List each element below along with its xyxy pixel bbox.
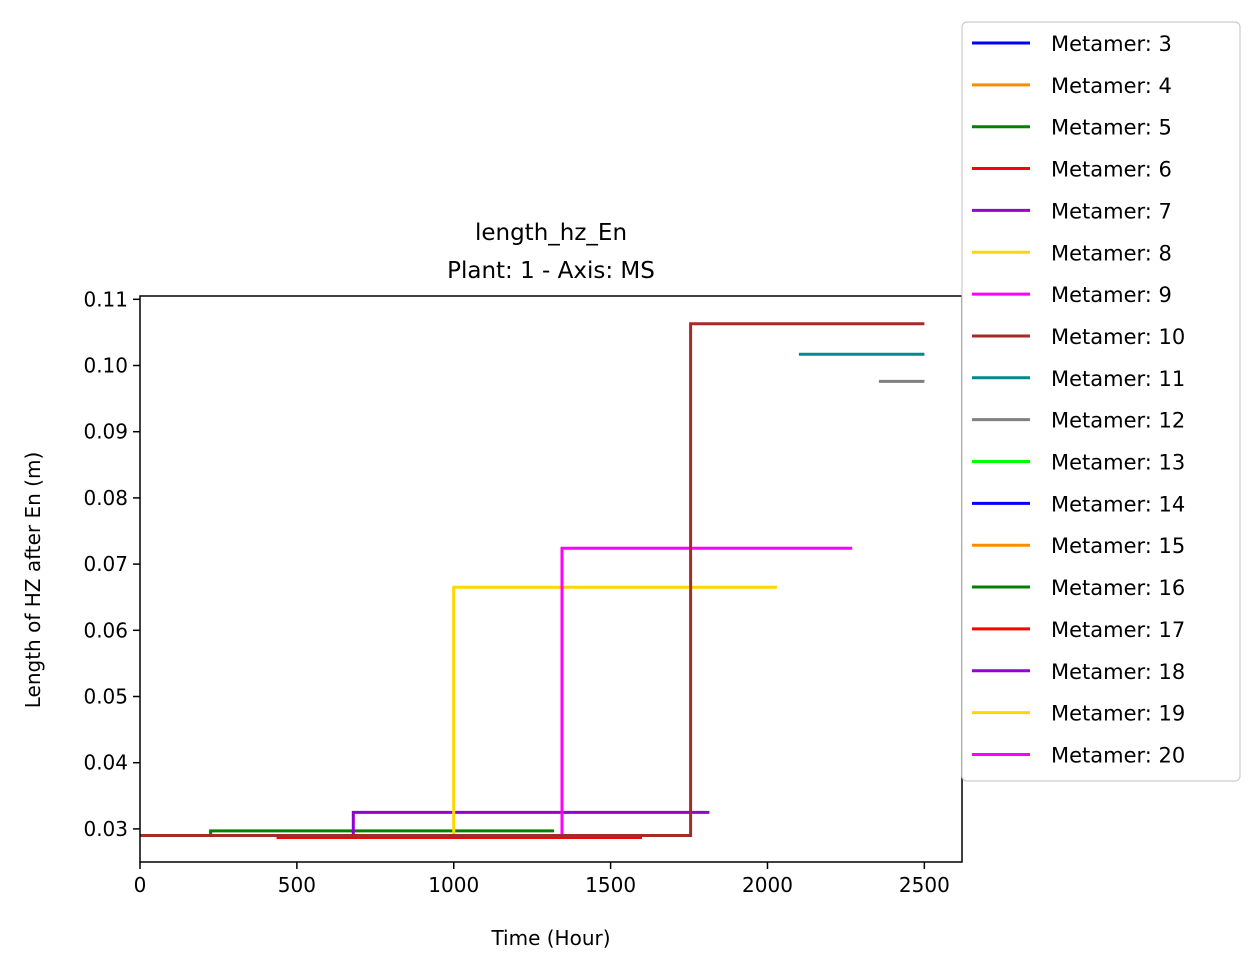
legend-label: Metamer: 3 (1051, 32, 1172, 56)
legend-item: Metamer: 7 (972, 199, 1172, 223)
legend-item: Metamer: 19 (972, 702, 1185, 726)
series-line-7 (351, 810, 710, 836)
series-line-8 (452, 585, 777, 836)
y-tick-label: 0.05 (83, 685, 128, 709)
y-tick-label: 0.07 (83, 552, 128, 576)
legend-item: Metamer: 11 (972, 367, 1185, 391)
legend-item: Metamer: 10 (972, 325, 1185, 349)
y-tick-label: 0.03 (83, 817, 128, 841)
legend-label: Metamer: 14 (1051, 492, 1185, 516)
y-tick-label: 0.09 (83, 420, 128, 444)
legend-label: Metamer: 13 (1051, 451, 1185, 475)
legend-item: Metamer: 6 (972, 158, 1172, 182)
y-tick-label: 0.06 (83, 618, 128, 642)
legend-item: Metamer: 15 (972, 534, 1185, 558)
x-tick-label: 2000 (742, 873, 793, 897)
chart-subtitle: Plant: 1 - Axis: MS (447, 258, 655, 284)
x-tick-label: 2500 (899, 873, 950, 897)
legend-label: Metamer: 5 (1051, 116, 1172, 140)
series-line-5 (209, 829, 555, 836)
series-line-10 (140, 322, 925, 837)
legend-label: Metamer: 11 (1051, 367, 1185, 391)
y-tick-label: 0.08 (83, 486, 128, 510)
legend-item: Metamer: 8 (972, 241, 1172, 265)
legend-item: Metamer: 13 (972, 451, 1185, 475)
x-tick-label: 500 (278, 873, 316, 897)
y-tick-label: 0.11 (83, 287, 128, 311)
legend-label: Metamer: 7 (1051, 199, 1172, 223)
x-axis-label: Time (Hour) (490, 926, 610, 950)
x-tick-label: 0 (134, 873, 147, 897)
y-axis-label: Length of HZ after En (m) (21, 452, 45, 709)
legend-label: Metamer: 15 (1051, 534, 1185, 558)
x-tick-label: 1500 (585, 873, 636, 897)
legend-label: Metamer: 18 (1051, 660, 1185, 684)
legend: Metamer: 3 Metamer: 4 Metamer: 5 Metamer: 6… (961, 21, 1241, 782)
legend-label: Metamer: 6 (1051, 158, 1172, 182)
legend-label: Metamer: 19 (1051, 702, 1185, 726)
legend-item: Metamer: 5 (972, 116, 1172, 140)
legend-item: Metamer: 14 (972, 492, 1185, 516)
legend-item: Metamer: 4 (972, 74, 1172, 98)
legend-label: Metamer: 8 (1051, 241, 1172, 265)
legend-item: Metamer: 3 (972, 32, 1172, 56)
x-tick-label: 1000 (428, 873, 479, 897)
legend-item: Metamer: 18 (972, 660, 1185, 684)
legend-item: Metamer: 9 (972, 283, 1172, 307)
legend-item: Metamer: 17 (972, 618, 1185, 642)
legend-frame (961, 21, 1241, 782)
legend-label: Metamer: 17 (1051, 618, 1185, 642)
series-layer (140, 322, 925, 839)
legend-label: Metamer: 16 (1051, 576, 1185, 600)
legend-label: Metamer: 4 (1051, 74, 1172, 98)
chart-title: length_hz_En (475, 220, 627, 246)
legend-label: Metamer: 9 (1051, 283, 1172, 307)
legend-item: Metamer: 16 (972, 576, 1185, 600)
y-tick-label: 0.04 (83, 751, 128, 775)
legend-item: Metamer: 20 (972, 743, 1185, 767)
legend-label: Metamer: 20 (1051, 743, 1185, 767)
legend-item: Metamer: 12 (972, 409, 1185, 433)
y-tick-label: 0.10 (83, 354, 128, 378)
legend-label: Metamer: 10 (1051, 325, 1185, 349)
series-line-9 (560, 546, 853, 836)
legend-label: Metamer: 12 (1051, 409, 1185, 433)
